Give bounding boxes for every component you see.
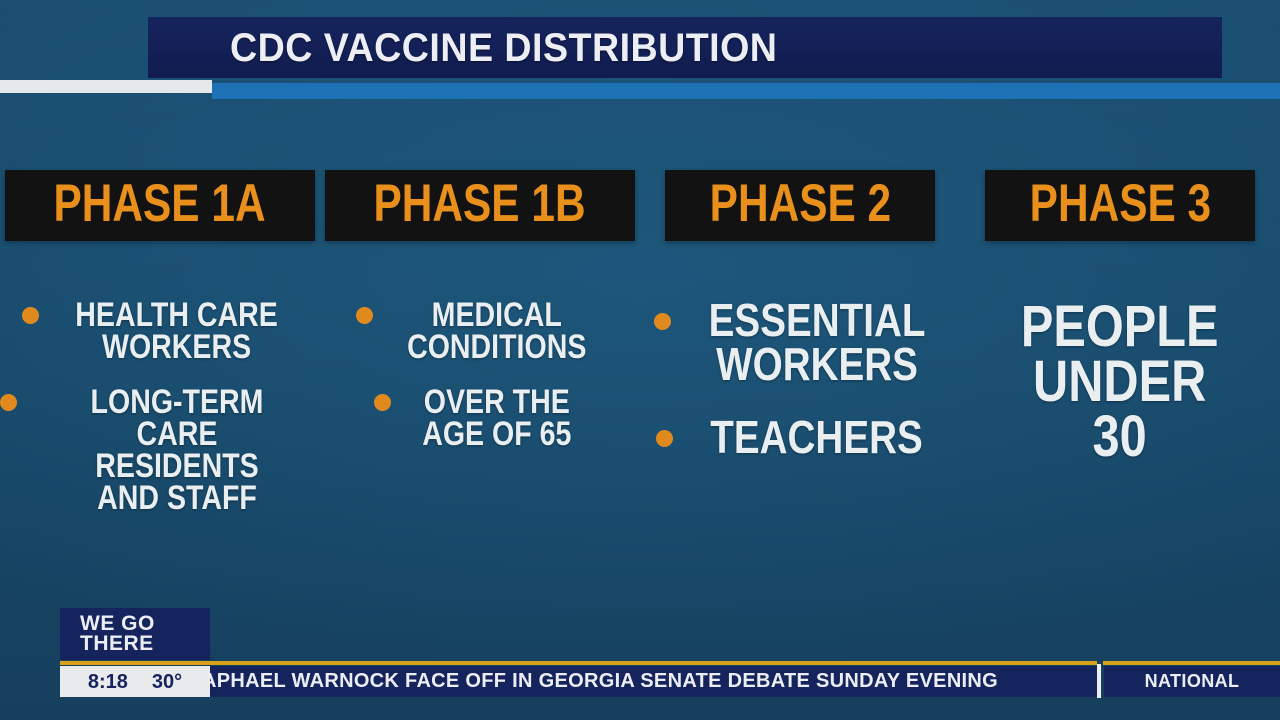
bullet-dot-icon <box>656 430 674 448</box>
list-item: MEDICAL CONDITIONS <box>356 296 603 367</box>
phase-bullet-list-1a: HEALTH CARE WORKERS LONG-TERM CARE RESID… <box>0 296 320 537</box>
station-logo: WE GO THERE <box>60 608 210 660</box>
accent-bar-white <box>0 80 212 93</box>
clock-readout: 8:18 <box>87 670 128 693</box>
list-item-label: PEOPLE UNDER 30 <box>1021 294 1219 470</box>
phase-bullet-list-2: ESSENTIAL WORKERS TEACHERS <box>640 294 960 490</box>
station-logo-line-2: THERE <box>80 632 154 655</box>
phase-column-3: PHASE 3 PEOPLE UNDER 30 <box>960 170 1280 570</box>
list-item: TEACHERS <box>656 411 943 464</box>
list-item-label: HEALTH CARE WORKERS <box>75 296 279 367</box>
accent-bar-blue <box>212 83 1280 99</box>
bullet-dot-icon <box>22 307 40 324</box>
page-title: CDC VACCINE DISTRIBUTION <box>230 25 778 70</box>
news-ticker: APHAEL WARNOCK FACE OFF IN GEORGIA SENAT… <box>210 666 1100 697</box>
phase-badge-label: PHASE 3 <box>1029 174 1211 233</box>
phase-bullet-list-3: PEOPLE UNDER 30 <box>960 294 1280 470</box>
temperature-readout: 30° <box>151 670 183 693</box>
list-item-label: MEDICAL CONDITIONS <box>407 296 587 367</box>
station-logo-line-1: WE GO <box>80 611 155 635</box>
title-bar: CDC VACCINE DISTRIBUTION <box>148 17 1222 78</box>
list-item: OVER THE AGE OF 65 <box>374 382 586 453</box>
ticker-gold-rule-right <box>1103 661 1280 665</box>
phase-badge-label: PHASE 2 <box>709 174 891 233</box>
list-item-label: ESSENTIAL WORKERS <box>708 294 926 390</box>
clock-weather-panel: 8:18 30° <box>60 666 210 697</box>
phase-badge-label: PHASE 1A <box>53 174 267 233</box>
bullet-dot-icon <box>653 313 671 330</box>
phase-badge-2: PHASE 2 <box>664 170 936 241</box>
list-item: PEOPLE UNDER 30 <box>1002 294 1237 470</box>
phase-column-1b: PHASE 1B MEDICAL CONDITIONS OVER THE AGE… <box>320 170 640 570</box>
ticker-gold-rule <box>60 661 1097 665</box>
phase-column-1a: PHASE 1A HEALTH CARE WORKERS LONG-TERM C… <box>0 170 320 570</box>
list-item-label: OVER THE AGE OF 65 <box>422 382 572 453</box>
bullet-dot-icon <box>374 393 392 411</box>
phase-column-2: PHASE 2 ESSENTIAL WORKERS TEACHERS <box>640 170 960 570</box>
phase-badge-3: PHASE 3 <box>984 170 1256 241</box>
ticker-category: NATIONAL <box>1104 666 1280 697</box>
ticker-divider <box>1097 664 1101 698</box>
bullet-dot-icon <box>0 393 17 411</box>
phase-bullet-list-1b: MEDICAL CONDITIONS OVER THE AGE OF 65 <box>320 296 640 472</box>
phase-badge-1b: PHASE 1B <box>325 170 635 241</box>
list-item: HEALTH CARE WORKERS <box>22 296 297 367</box>
list-item: LONG-TERM CARE RESIDENTS AND STAFF <box>0 382 320 518</box>
news-ticker-text: APHAEL WARNOCK FACE OFF IN GEORGIA SENAT… <box>210 670 999 692</box>
list-item-label: LONG-TERM CARE RESIDENTS AND STAFF <box>90 382 264 518</box>
phase-columns: PHASE 1A HEALTH CARE WORKERS LONG-TERM C… <box>0 170 1280 570</box>
phase-badge-1a: PHASE 1A <box>5 170 315 241</box>
list-item: ESSENTIAL WORKERS <box>653 294 946 390</box>
phase-badge-label: PHASE 1B <box>373 174 587 233</box>
ticker-category-label: NATIONAL <box>1144 671 1240 691</box>
bullet-dot-icon <box>356 307 374 324</box>
list-item-label: TEACHERS <box>710 411 924 464</box>
